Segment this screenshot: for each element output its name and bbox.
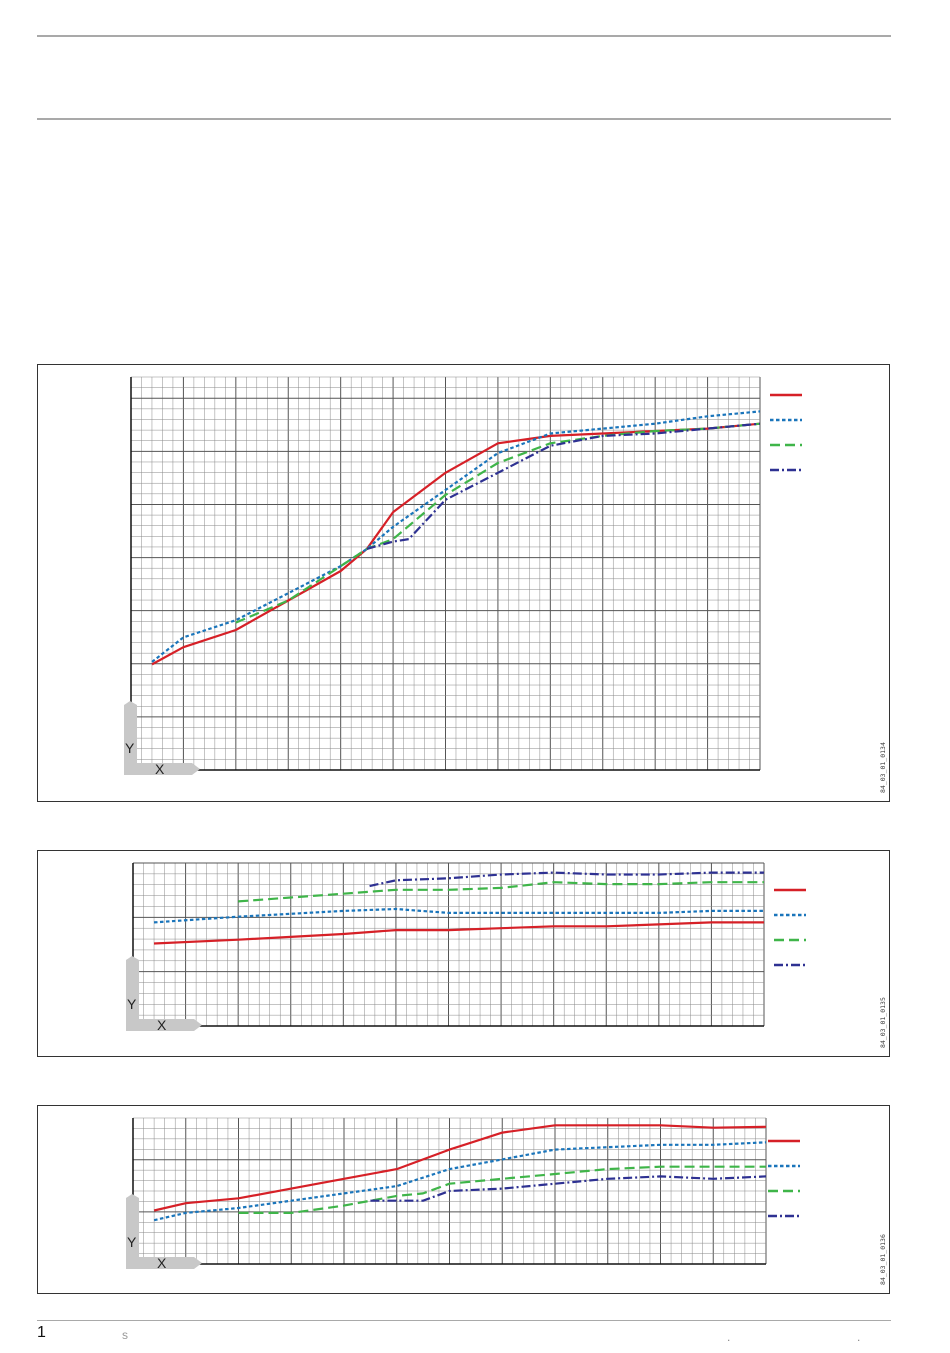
figure-code-label: 84_03_01_0134: [879, 742, 887, 793]
series-line-4: [370, 1175, 767, 1202]
legend: [774, 888, 806, 967]
series-group: [153, 871, 764, 945]
chart-1-svg: Y X 84_03_01_0134: [124, 376, 887, 793]
legend: [770, 393, 802, 472]
grid: [132, 862, 765, 1027]
legend: [768, 1139, 800, 1218]
series-line-1: [151, 422, 761, 666]
footer-section-letter: s: [122, 1328, 128, 1342]
footer-dot-a: .: [727, 1330, 731, 1344]
x-axis-label: X: [157, 1255, 167, 1271]
page-number: 1: [37, 1324, 46, 1341]
series-line-2: [153, 907, 764, 924]
series-line-2: [151, 410, 761, 663]
y-axis-label: Y: [127, 1234, 137, 1250]
x-axis-label: X: [157, 1017, 167, 1033]
top-rule: [37, 35, 891, 37]
x-axis-label: X: [155, 761, 165, 777]
header-rule: [37, 118, 891, 120]
series-line-4: [369, 871, 764, 888]
series-line-3: [238, 1165, 766, 1215]
series-group: [153, 1124, 767, 1222]
y-axis-label: Y: [127, 996, 137, 1012]
axis-corner-icon: [124, 701, 200, 775]
series-line-1: [153, 1124, 767, 1212]
series-group: [151, 410, 761, 666]
figure-code-label: 84_03_01_0135: [879, 997, 887, 1048]
series-line-3: [235, 422, 761, 624]
chart-panel-3: Y X 84_03_01_0136: [37, 1105, 890, 1294]
series-line-1: [153, 921, 764, 945]
chart-3-svg: Y X 84_03_01_0136: [126, 1117, 887, 1285]
series-line-2: [153, 1141, 767, 1222]
footer-rule: [37, 1320, 891, 1321]
chart-2-svg: Y X 84_03_01_0135: [126, 862, 887, 1048]
grid: [130, 376, 761, 771]
series-line-4: [366, 422, 761, 550]
chart-panel-2: Y X 84_03_01_0135: [37, 850, 890, 1057]
axis-corner-icon: [126, 1194, 202, 1269]
figure-code-label: 84_03_01_0136: [879, 1234, 887, 1285]
series-line-3: [238, 881, 764, 903]
chart-panel-1: Y X 84_03_01_0134: [37, 364, 890, 802]
y-axis-label: Y: [125, 740, 135, 756]
axis-corner-icon: [126, 956, 202, 1031]
footer-dot-b: .: [857, 1330, 861, 1344]
